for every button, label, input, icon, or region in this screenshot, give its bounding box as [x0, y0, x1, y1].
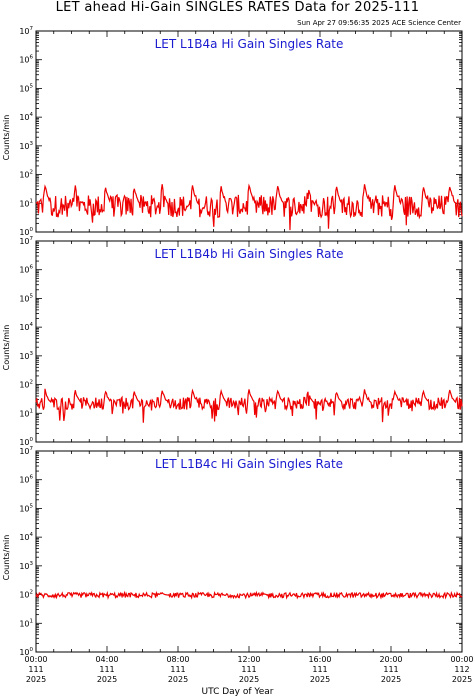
y-tick-label: 100 — [19, 227, 33, 237]
y-tick-label: 103 — [19, 141, 33, 151]
page-title: LET ahead Hi-Gain SINGLES RATES Data for… — [55, 0, 420, 15]
x-tick-year: 2025 — [381, 675, 401, 684]
x-tick-time: 00:00 — [450, 655, 473, 664]
y-tick-label: 102 — [19, 590, 33, 600]
x-tick-year: 2025 — [97, 675, 117, 684]
x-tick-time: 04:00 — [95, 655, 118, 664]
y-tick-label: 102 — [19, 380, 33, 390]
plot-frame — [35, 240, 463, 443]
series-line — [35, 388, 463, 423]
y-tick-label: 107 — [19, 26, 33, 36]
y-tick-label: 103 — [19, 561, 33, 571]
x-tick-day: 112 — [454, 665, 469, 674]
y-tick-label: 104 — [19, 532, 33, 542]
y-tick-label: 100 — [19, 647, 33, 657]
x-tick-time: 16:00 — [308, 655, 331, 664]
y-axis-label: Counts/min — [2, 325, 11, 371]
x-tick-day: 111 — [28, 665, 43, 674]
y-tick-label: 103 — [19, 351, 33, 361]
y-tick-label: 102 — [19, 170, 33, 180]
x-tick-day: 111 — [241, 665, 256, 674]
panel-title: LET L1B4c Hi Gain Singles Rate — [155, 457, 343, 471]
y-axis-label: Counts/min — [2, 535, 11, 581]
panel-title: LET L1B4b Hi Gain Singles Rate — [154, 247, 343, 261]
y-tick-label: 107 — [19, 446, 33, 456]
y-tick-label: 107 — [19, 236, 33, 246]
series-line — [35, 183, 463, 231]
y-tick-label: 105 — [19, 293, 33, 303]
x-tick-year: 2025 — [168, 675, 188, 684]
x-tick-time: 12:00 — [237, 655, 260, 664]
panel-3: 100 101 102 103 104 105 106 107 LET L1B4c Hi Gai… — [2, 446, 463, 657]
plot-frame — [35, 450, 463, 653]
y-tick-label: 105 — [19, 83, 33, 93]
plot-frame — [35, 30, 463, 233]
x-tick-day: 111 — [312, 665, 327, 674]
y-tick-label: 106 — [19, 475, 33, 485]
y-tick-label: 100 — [19, 437, 33, 447]
x-tick-time: 08:00 — [166, 655, 189, 664]
x-tick-year: 2025 — [239, 675, 259, 684]
x-tick-time: 20:00 — [379, 655, 402, 664]
x-tick-day: 111 — [383, 665, 398, 674]
y-tick-label: 101 — [19, 618, 33, 628]
x-tick-day: 111 — [99, 665, 114, 674]
panel-2: 100 101 102 103 104 105 106 107 LET L1B4b Hi Gai… — [2, 236, 463, 447]
y-axis-label: Counts/min — [2, 115, 11, 161]
x-axis-label: UTC Day of Year — [201, 687, 274, 697]
timestamp: Sun Apr 27 09:56:35 2025 ACE Science Cen… — [297, 19, 461, 27]
y-tick-label: 106 — [19, 55, 33, 65]
x-tick-year: 2025 — [26, 675, 46, 684]
y-tick-label: 104 — [19, 112, 33, 122]
y-tick-label: 101 — [19, 408, 33, 418]
x-tick-time: 00:00 — [24, 655, 47, 664]
x-tick-year: 2025 — [310, 675, 330, 684]
y-tick-label: 105 — [19, 503, 33, 513]
y-tick-label: 104 — [19, 322, 33, 332]
series-line — [35, 590, 463, 600]
panel-1: 100 101 102 103 104 105 106 107 LET L1B4a Hi Gai… — [2, 26, 463, 237]
y-tick-label: 106 — [19, 265, 33, 275]
y-tick-label: 101 — [19, 198, 33, 208]
x-tick-day: 111 — [170, 665, 185, 674]
x-tick-year: 2025 — [452, 675, 472, 684]
panel-title: LET L1B4a Hi Gain Singles Rate — [155, 37, 344, 51]
